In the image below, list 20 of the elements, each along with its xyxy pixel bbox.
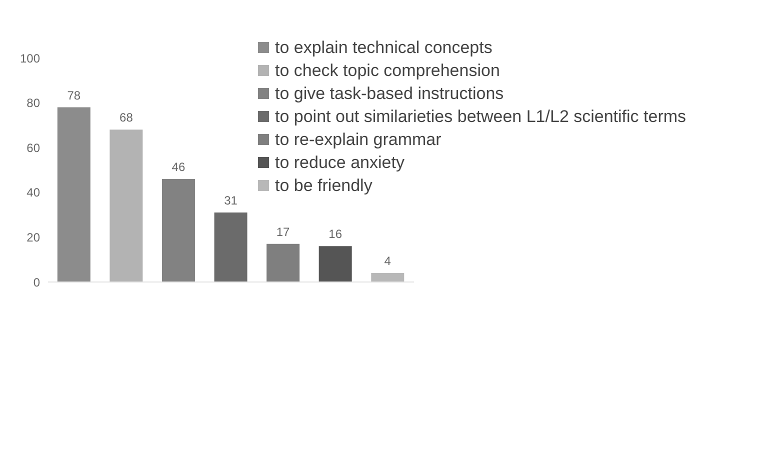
data-label: 46 (172, 160, 186, 174)
data-label: 4 (384, 254, 392, 268)
legend-label: to give task-based instructions (275, 84, 504, 104)
y-tick-label: 60 (26, 140, 40, 155)
data-label: 16 (328, 227, 342, 242)
data-label: 68 (120, 110, 134, 125)
y-tick-label: 100 (20, 51, 40, 66)
legend-label: to explain technical concepts (275, 38, 492, 58)
legend-label: to check topic comprehension (275, 60, 500, 80)
legend-label: to be friendly (275, 176, 372, 196)
y-tick-label: 40 (26, 186, 40, 200)
legend-label: to point out similarieties between L1/L2 scientific terms (275, 106, 686, 126)
y-tick-label: 80 (26, 96, 40, 110)
y-tick-label: 20 (26, 230, 40, 244)
legend-label: to reduce anxiety (275, 152, 404, 172)
y-tick-label: 0 (33, 275, 40, 290)
data-label: 78 (67, 88, 81, 102)
data-label: 17 (276, 224, 290, 239)
legend-label: to re-explain grammar (275, 130, 442, 150)
data-label: 31 (224, 194, 238, 208)
